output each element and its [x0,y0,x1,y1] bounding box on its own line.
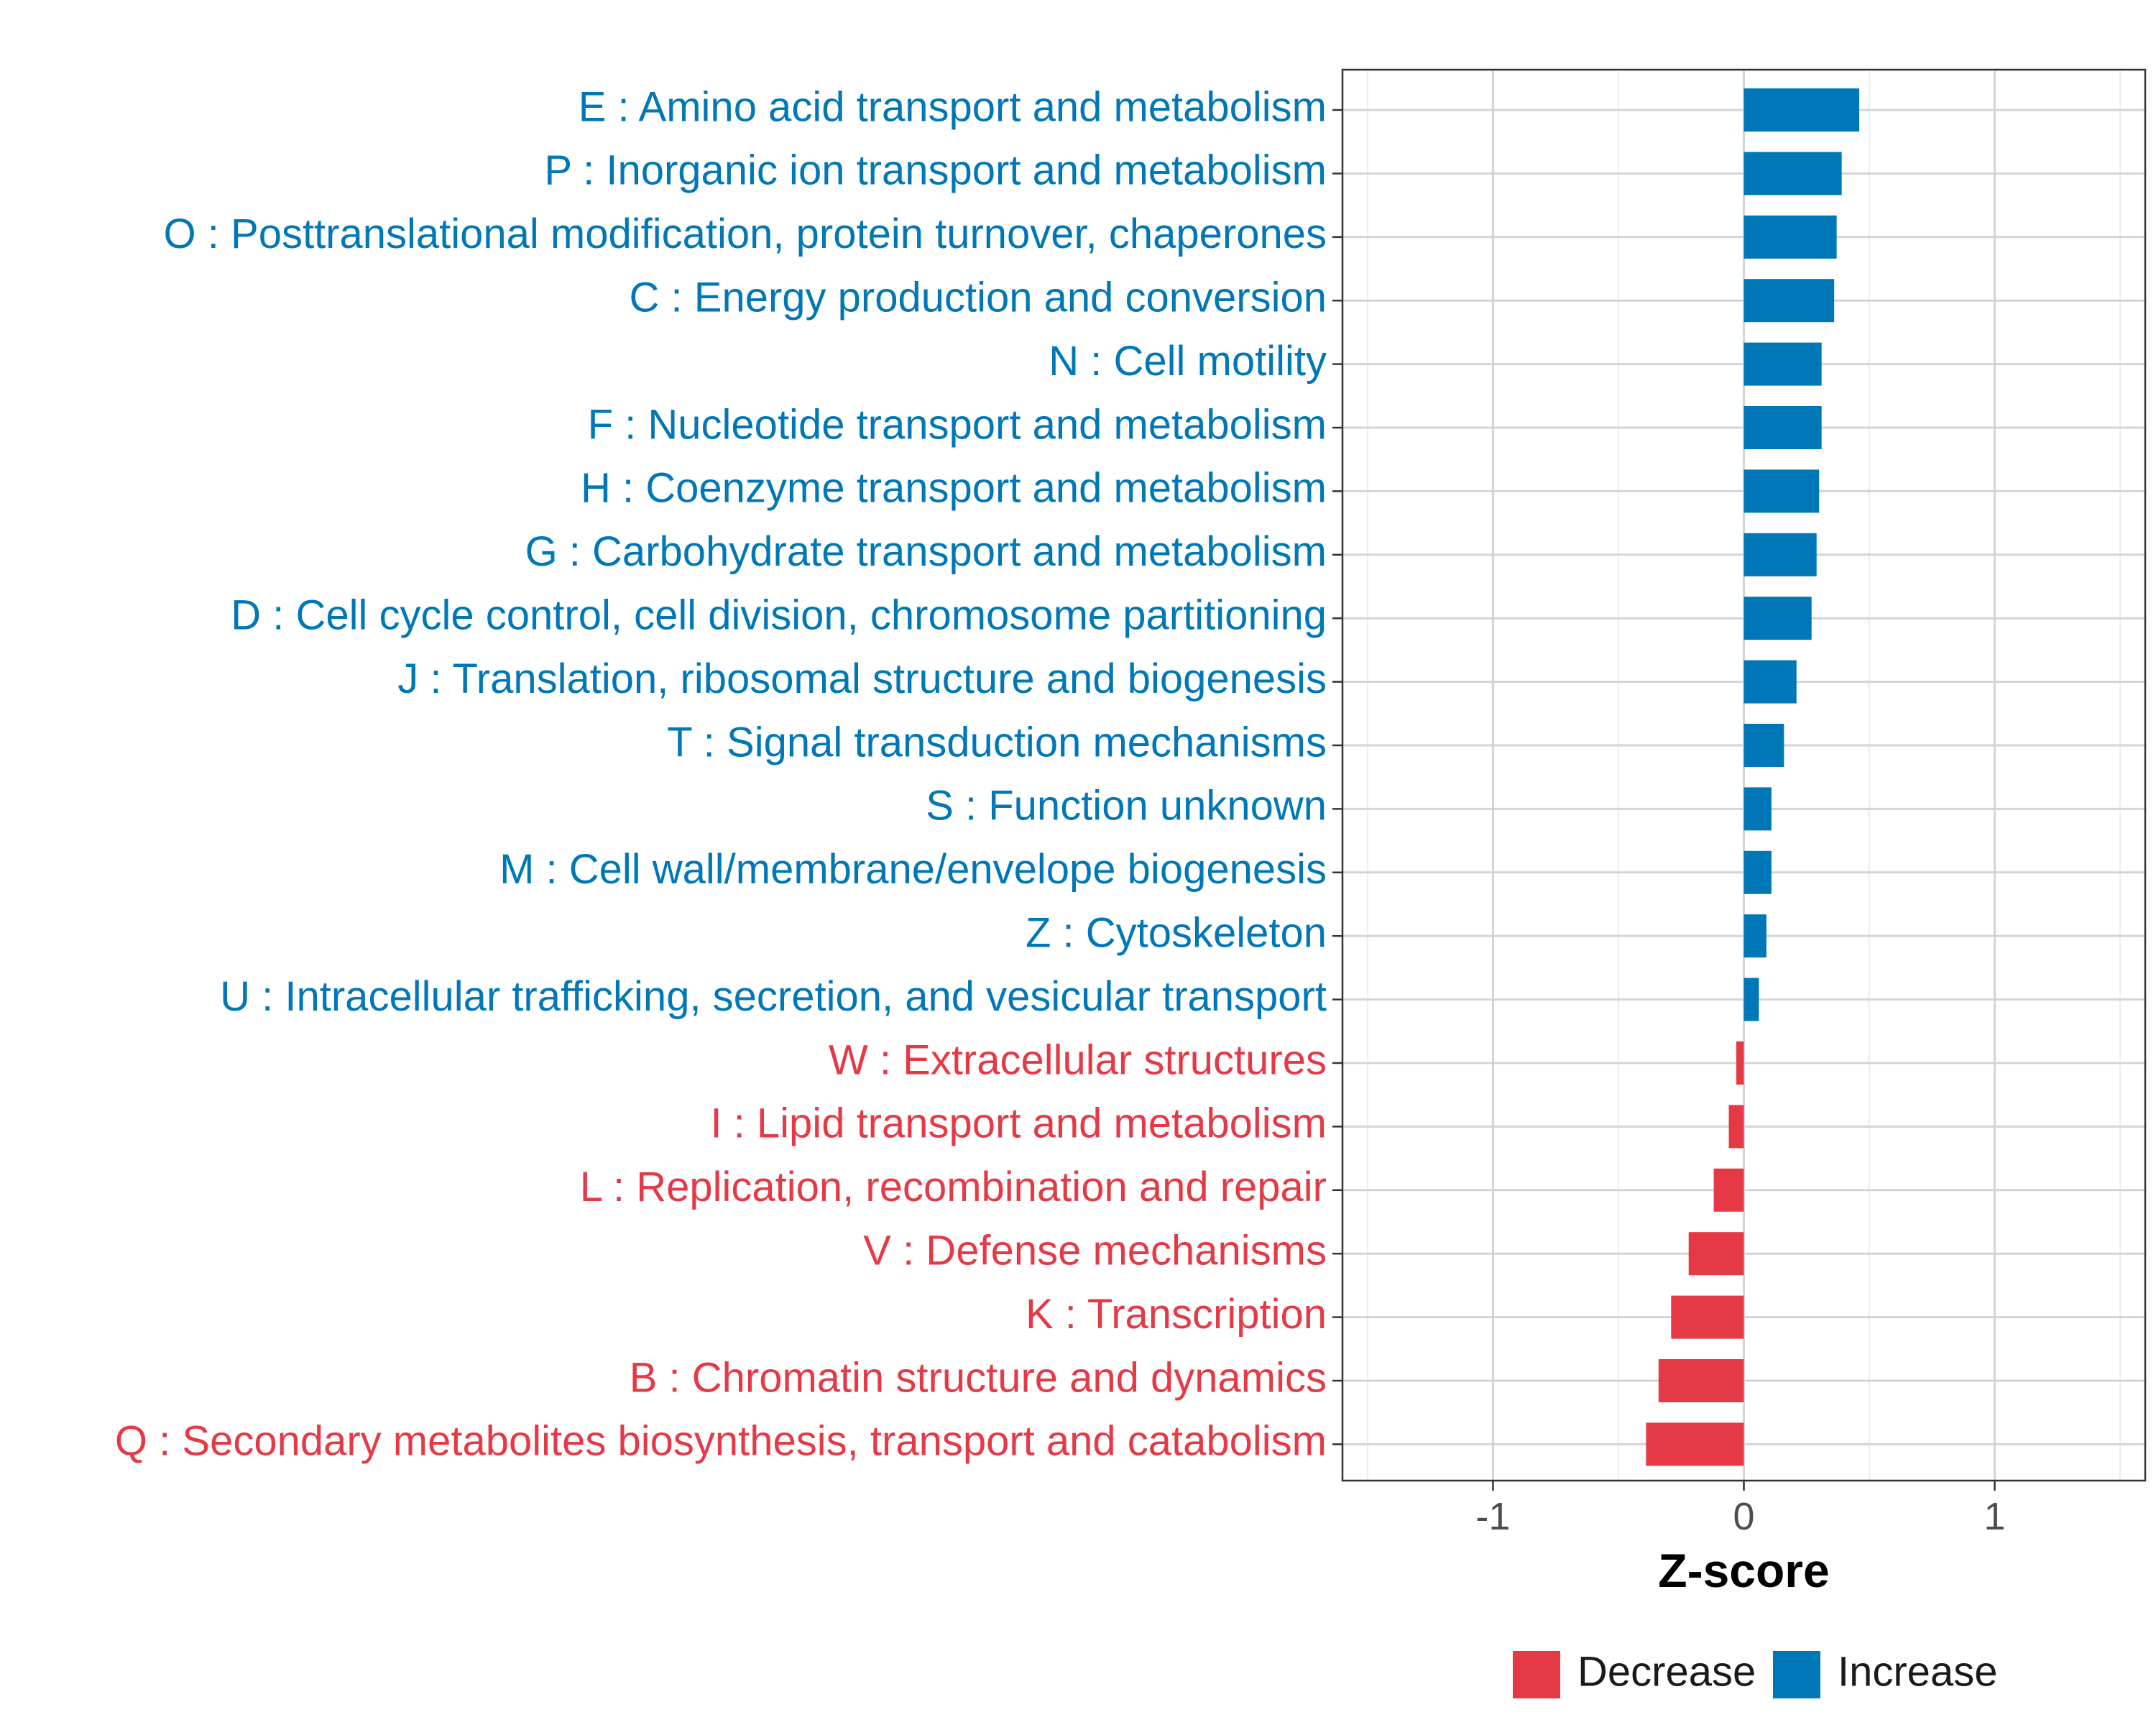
category-label: F : Nucleotide transport and metabolism [588,401,1327,448]
legend-key-increase [1773,1651,1820,1698]
legend: Decrease Increase [1513,1648,1997,1698]
bars [1646,88,1860,1466]
bar [1658,1359,1744,1402]
bar [1743,406,1822,449]
bar [1743,914,1766,958]
category-label: S : Function unknown [926,783,1327,829]
x-tick-label: 1 [1984,1495,2006,1538]
category-label: E : Amino acid transport and metabolism [579,83,1327,130]
bar [1743,978,1759,1021]
category-label: U : Intracellular trafficking, secretion… [220,973,1327,1020]
category-label: J : Translation, ribosomal structure and… [397,656,1327,702]
legend-key-decrease [1513,1651,1560,1698]
category-label: V : Defense mechanisms [863,1228,1327,1274]
x-tick-label: 0 [1733,1495,1754,1538]
x-axis-title: Z-score [1658,1544,1829,1597]
bar [1743,279,1835,323]
bar [1688,1232,1744,1276]
category-label: B : Chromatin structure and dynamics [630,1354,1327,1401]
category-label: G : Carbohydrate transport and metabolis… [525,528,1327,575]
category-label: L : Replication, recombination and repai… [580,1164,1327,1210]
bar [1743,88,1860,132]
legend-label-increase: Increase [1838,1648,1997,1695]
bar [1728,1105,1744,1149]
category-label: P : Inorganic ion transport and metaboli… [544,147,1327,194]
bar [1743,660,1797,704]
category-label: O : Posttranslational modification, prot… [164,211,1327,257]
bar [1743,215,1837,259]
category-label: W : Extracellular structures [829,1036,1327,1083]
bar [1646,1422,1744,1466]
category-label: C : Energy production and conversion [630,275,1327,321]
bar [1743,533,1817,576]
legend-label-decrease: Decrease [1577,1648,1756,1695]
y-axis-labels: E : Amino acid transport and metabolism P… [115,83,1327,1464]
category-label: D : Cell cycle control, cell division, c… [231,592,1327,639]
category-label: Q : Secondary metabolites biosynthesis, … [115,1418,1327,1465]
category-label: N : Cell motility [1049,338,1327,385]
bar [1743,787,1772,831]
category-label: Z : Cytoskeleton [1026,910,1327,957]
bar [1743,724,1784,767]
bar [1671,1295,1744,1339]
category-label: M : Cell wall/membrane/envelope biogenes… [499,846,1327,893]
bar [1713,1168,1744,1212]
x-tick-label: -1 [1475,1495,1510,1538]
bar [1736,1041,1744,1085]
bar [1743,850,1772,894]
category-label: T : Signal transduction mechanisms [667,719,1327,765]
category-label: K : Transcription [1026,1291,1327,1338]
y-axis-ticks [1332,109,1342,1445]
bar [1743,597,1812,640]
category-label: I : Lipid transport and metabolism [710,1100,1327,1147]
bar [1743,469,1820,513]
category-label: H : Coenzyme transport and metabolism [581,465,1327,512]
x-axis-ticks: -1 0 1 [1475,1481,2006,1538]
bar [1743,152,1842,196]
bar [1743,342,1822,386]
